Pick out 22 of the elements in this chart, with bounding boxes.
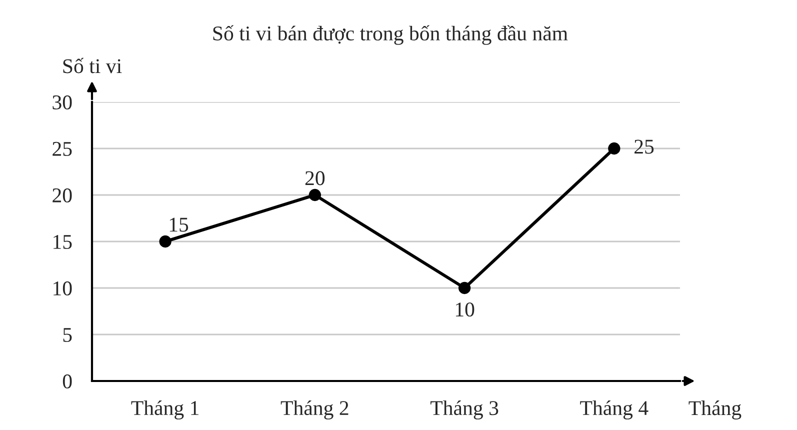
y-tick-label: 15 xyxy=(54,234,72,249)
x-tick-label: Tháng 1 xyxy=(131,400,198,420)
y-axis-title: Số ti vi xyxy=(63,58,122,74)
point xyxy=(608,142,620,155)
y-tick-label: 20 xyxy=(52,188,72,202)
x-axis-title: Tháng xyxy=(688,400,742,420)
data-label: 25 xyxy=(634,140,654,154)
point xyxy=(159,235,172,248)
x-tick-label: Tháng 2 xyxy=(280,400,348,420)
x-tick-label: Tháng 3 xyxy=(430,400,498,420)
y-tick-label: 5 xyxy=(63,328,72,342)
y-tick-label: 0 xyxy=(62,374,72,388)
chart-title: Số ti vi bán được trong bốn tháng đầu năm xyxy=(213,25,568,45)
y-tick-label: 25 xyxy=(52,142,72,156)
data-label: 10 xyxy=(456,302,474,317)
data-label: 20 xyxy=(305,171,325,186)
data-label: 15 xyxy=(170,218,188,232)
x-tick-label: Tháng 4 xyxy=(580,400,648,420)
point xyxy=(458,282,471,294)
point xyxy=(308,188,322,202)
y-tick-label: 30 xyxy=(52,95,72,110)
y-tick-label: 10 xyxy=(54,281,72,296)
